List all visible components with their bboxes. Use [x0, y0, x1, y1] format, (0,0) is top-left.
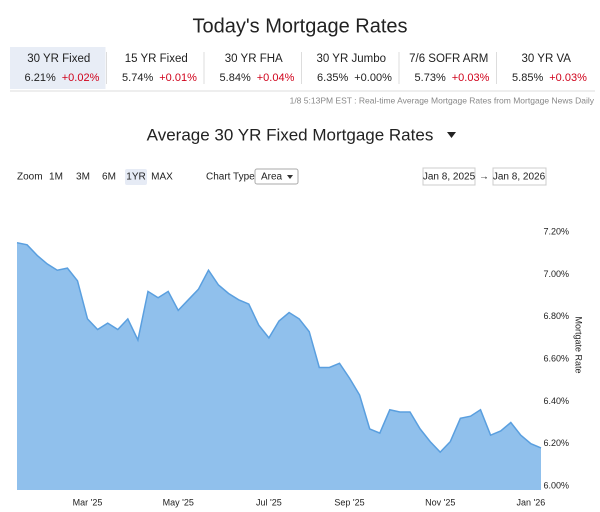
- rate-name: 30 YR Fixed: [27, 53, 90, 65]
- rate-name: 30 YR Jumbo: [317, 53, 386, 65]
- y-tick-label: 7.20%: [543, 227, 569, 237]
- timestamp: 1/8 5:13PM EST : Real-time Average Mortg…: [290, 95, 595, 105]
- y-tick-label: 7.00%: [543, 269, 569, 279]
- rate-name: 30 YR VA: [522, 53, 572, 65]
- rate-name: 7/6 SOFR ARM: [409, 53, 488, 65]
- x-tick-label: Jan '26: [517, 497, 546, 507]
- rate-change: +0.03%: [452, 72, 490, 84]
- x-tick-label: Nov '25: [425, 497, 455, 507]
- y-tick-label: 6.80%: [543, 311, 569, 321]
- rate-change: +0.02%: [62, 72, 100, 84]
- date-from: Jan 8, 2025: [423, 172, 476, 183]
- zoom-option[interactable]: 3M: [76, 172, 90, 183]
- title-caret[interactable]: [447, 132, 456, 138]
- chart-type-value: Area: [261, 172, 283, 183]
- x-tick-label: Sep '25: [334, 497, 364, 507]
- y-tick-label: 6.20%: [543, 438, 569, 448]
- rate-change: +0.01%: [159, 72, 197, 84]
- rate-value: 5.85%: [512, 72, 543, 84]
- page-title: Today's Mortgage Rates: [192, 15, 407, 37]
- date-to-input[interactable]: [492, 167, 547, 186]
- rate-value: 5.74%: [122, 72, 153, 84]
- area-line: [16, 241, 542, 454]
- date-arrow: →: [479, 172, 489, 183]
- zoom-option[interactable]: 6M: [102, 172, 116, 183]
- date-from-input[interactable]: [422, 167, 476, 186]
- select-caret: [287, 175, 293, 179]
- rate-change: +0.04%: [257, 72, 295, 84]
- rate-change: +0.03%: [549, 72, 587, 84]
- rate-tab-active[interactable]: [10, 47, 106, 89]
- x-tick-label: May '25: [163, 497, 194, 507]
- zoom-option[interactable]: MAX: [151, 172, 173, 183]
- area-fill: [17, 242, 541, 490]
- rate-name: 15 YR Fixed: [125, 53, 188, 65]
- zoom-active-bg: [125, 169, 147, 185]
- x-tick-label: Jul '25: [256, 497, 282, 507]
- x-tick-label: Mar '25: [73, 497, 103, 507]
- chart-type-select[interactable]: [254, 168, 299, 185]
- y-tick-label: 6.00%: [543, 480, 569, 490]
- rate-name: 30 YR FHA: [225, 53, 283, 65]
- chart-title: Average 30 YR Fixed Mortgage Rates: [147, 125, 434, 144]
- y-axis-label: Mortgate Rate: [574, 316, 584, 373]
- y-tick-label: 6.60%: [543, 353, 569, 363]
- date-to: Jan 8, 2026: [493, 172, 546, 183]
- zoom-option[interactable]: 1YR: [126, 172, 145, 183]
- rate-value: 5.84%: [220, 72, 251, 84]
- rate-value: 6.21%: [25, 72, 56, 84]
- zoom-label: Zoom: [17, 172, 43, 183]
- rate-value: 6.35%: [317, 72, 348, 84]
- y-tick-label: 6.40%: [543, 396, 569, 406]
- rate-change: +0.00%: [354, 72, 392, 84]
- zoom-option[interactable]: 1M: [49, 172, 63, 183]
- chart-type-label: Chart Type: [206, 172, 255, 183]
- rate-value: 5.73%: [415, 72, 446, 84]
